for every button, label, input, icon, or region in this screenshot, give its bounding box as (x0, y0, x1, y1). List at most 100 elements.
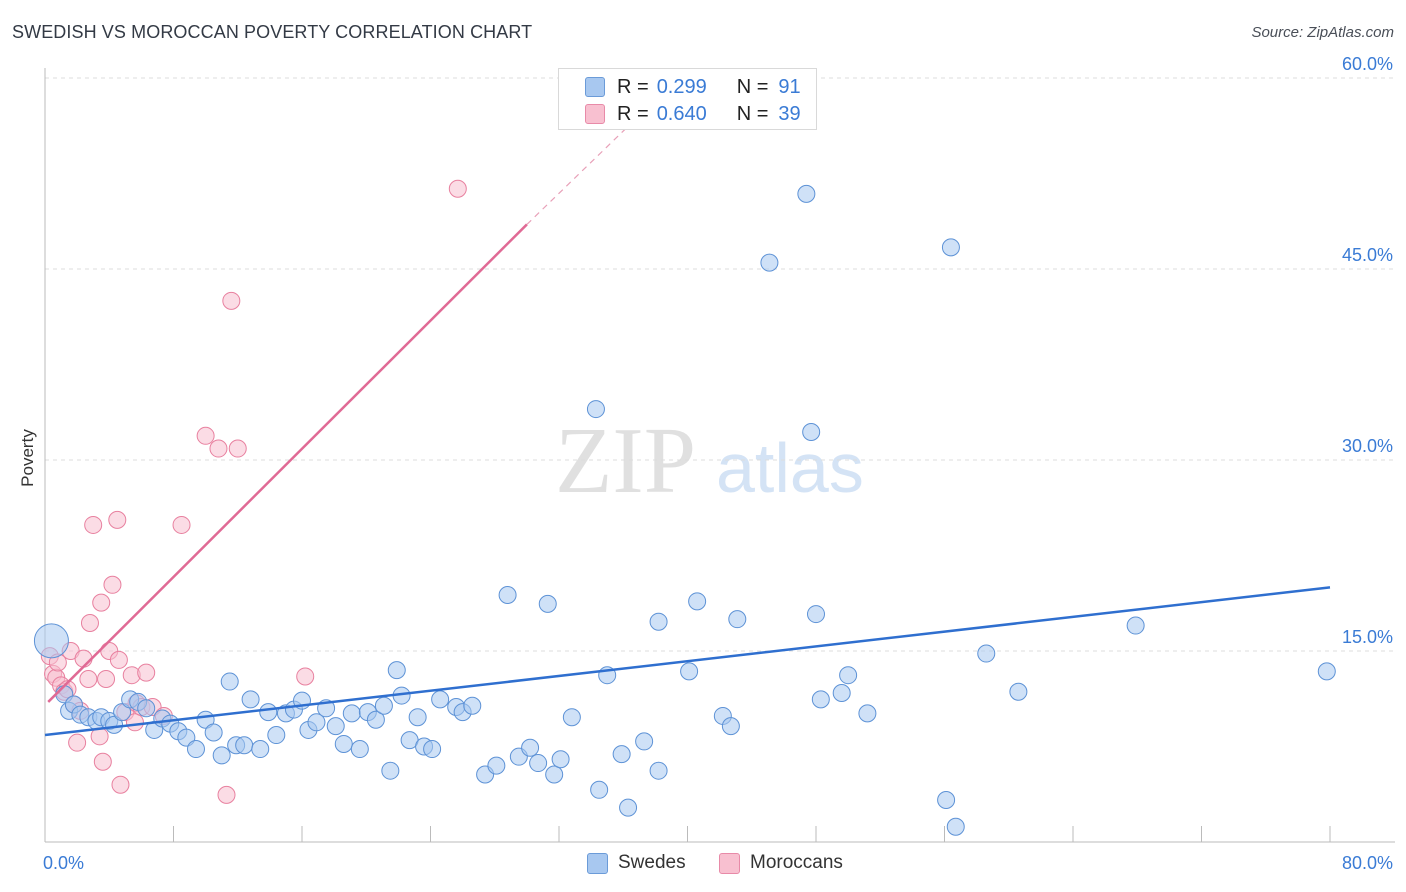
legend-item-swedes[interactable]: Swedes (587, 852, 686, 874)
swedes-point (177, 728, 196, 747)
moroccans-point (74, 649, 93, 668)
swedes-point (797, 184, 816, 203)
chart-title: SWEDISH VS MOROCCAN POVERTY CORRELATION … (12, 22, 533, 42)
x-tick-label: 0.0% (43, 853, 84, 873)
swedes-point (586, 400, 605, 419)
swedes-point (937, 790, 956, 809)
moroccans-point (137, 663, 156, 682)
y-tick-label: 60.0% (1342, 54, 1393, 74)
swedes-point (521, 738, 540, 757)
swedes-point (267, 726, 286, 745)
swedes-point (212, 746, 231, 765)
legend-r-value: 0.640 (656, 102, 707, 125)
correlation-legend: R = 0.299 N = 91 R = 0.640 N = 39 (558, 68, 817, 130)
legend-item-moroccans[interactable]: Moroccans (719, 852, 843, 874)
swedes-point (858, 704, 877, 723)
swedes-point (186, 740, 205, 759)
swedes-point (423, 740, 442, 759)
swedes-label: Swedes (618, 852, 686, 873)
moroccans-point (92, 593, 111, 612)
swedes-point (220, 672, 239, 691)
swedes-point (374, 696, 393, 715)
legend-n-value: 91 (778, 75, 801, 98)
swedes-point (839, 666, 858, 685)
legend-row-swedes: R = 0.299 N = 91 (585, 75, 801, 99)
swedes-point (807, 605, 825, 624)
swedes-trend-line (44, 586, 1331, 737)
swedes-point (946, 817, 965, 836)
moroccans-point (217, 785, 236, 804)
legend-row-moroccans: R = 0.640 N = 39 (585, 102, 801, 126)
swedes-point (137, 699, 156, 718)
moroccans-point (125, 713, 144, 732)
moroccans-point (93, 752, 112, 771)
swedes-point (204, 723, 223, 742)
moroccans-point (196, 426, 215, 445)
swedes-point (688, 592, 707, 611)
moroccans-point (108, 510, 127, 529)
swedes-point (307, 713, 326, 732)
swedes-point (802, 422, 821, 441)
legend-r-value: 0.299 (656, 75, 707, 98)
axes (44, 68, 1395, 843)
moroccans-trend-line (47, 223, 528, 703)
swedes-point (649, 761, 668, 780)
swedes-point (811, 690, 830, 709)
moroccans-point (209, 439, 228, 458)
tick-labels: 15.0% 30.0% 45.0% 60.0% 0.0% 80.0% (43, 54, 1393, 873)
y-tick-label: 15.0% (1342, 627, 1393, 647)
watermark-atlas: atlas (716, 429, 864, 507)
swedes-point (251, 740, 270, 759)
moroccans-point (296, 667, 315, 686)
y-tick-label: 30.0% (1342, 436, 1393, 456)
swedes-point (545, 765, 564, 784)
swedes-point (635, 732, 654, 751)
swedes-point (387, 661, 406, 680)
swedes-point (529, 754, 548, 773)
moroccans-point (109, 650, 128, 669)
legend-swatch-swedes (585, 77, 605, 97)
legend-n-label: N = (736, 102, 769, 125)
grid-lines (45, 77, 1395, 652)
swedes-point (1009, 682, 1028, 701)
swedes-point (342, 704, 361, 723)
swedes-point (1317, 662, 1336, 681)
moroccans-point (97, 670, 116, 689)
swedes-point (326, 717, 345, 736)
moroccans-point (222, 291, 241, 310)
swedes-point (721, 717, 740, 736)
swedes-point (832, 684, 851, 703)
watermark: ZIP atlas (555, 409, 864, 513)
legend-r-label: R = (617, 102, 649, 125)
swedes-point (680, 662, 699, 681)
swedes-point (366, 710, 385, 729)
swedes-point (612, 745, 631, 764)
watermark-zip: ZIP (555, 409, 696, 513)
swedes-point (381, 761, 400, 780)
swedes-swatch (587, 852, 608, 874)
swedes-point (562, 708, 581, 727)
swedes-point (498, 585, 517, 604)
swedes-point (105, 715, 124, 734)
series-legend: Swedes Moroccans (0, 852, 1406, 878)
swedes-point (728, 610, 747, 629)
moroccans-point (84, 515, 103, 534)
swedes-point (259, 703, 278, 722)
chart-source: Source: ZipAtlas.com (1251, 24, 1394, 41)
swedes-point (350, 740, 369, 759)
legend-n-value: 39 (778, 102, 801, 125)
moroccans-point (68, 733, 87, 752)
swedes-point (538, 594, 557, 613)
moroccans-label: Moroccans (750, 852, 843, 873)
swedes-point (760, 253, 779, 272)
swedes-point (487, 756, 506, 775)
moroccans-point (448, 179, 467, 198)
x-tick-label: 80.0% (1342, 853, 1393, 873)
swedes-point (113, 703, 132, 722)
swedes-point (334, 734, 353, 753)
swedes-point (551, 750, 570, 769)
swedes-point (941, 238, 960, 257)
moroccans-point (103, 575, 122, 594)
moroccans-point (228, 439, 247, 458)
